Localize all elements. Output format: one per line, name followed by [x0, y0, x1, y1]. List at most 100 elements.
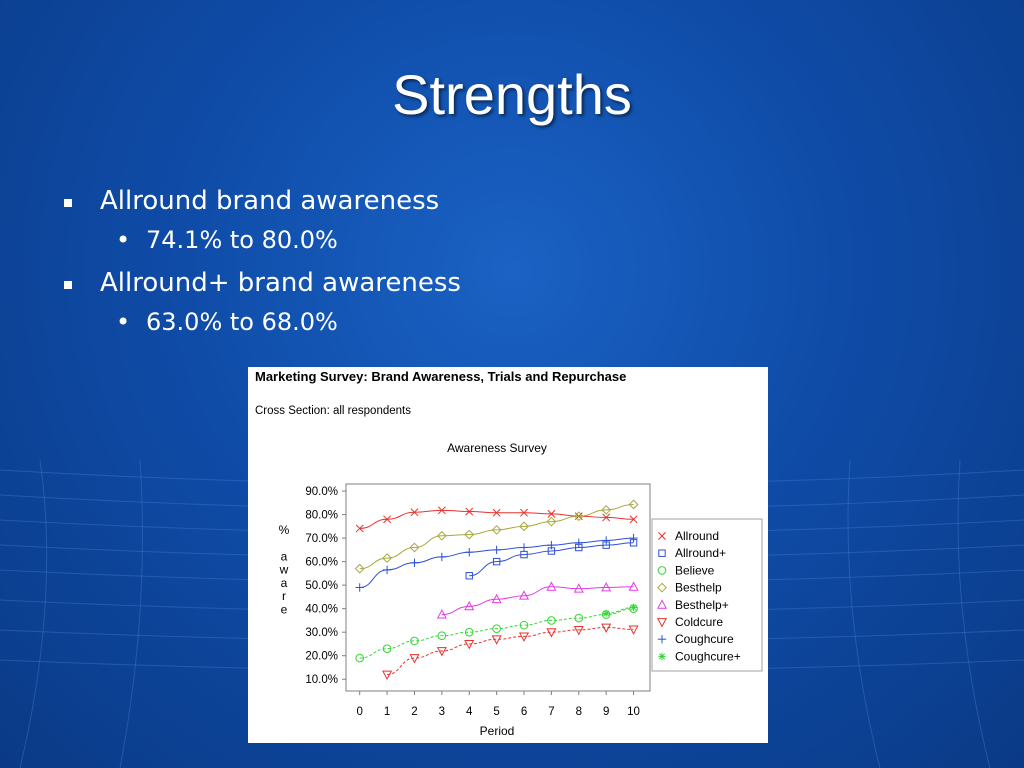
data-point	[492, 557, 501, 566]
bullet-text: Allround+ brand awareness	[100, 268, 461, 298]
y-axis-label: %aware	[279, 523, 290, 617]
data-point	[491, 593, 502, 604]
series-coughcure-plus	[602, 603, 638, 617]
data-point	[518, 632, 530, 642]
x-tick-label: 10	[627, 706, 640, 718]
data-point	[437, 506, 446, 515]
data-point	[629, 515, 638, 524]
y-axis-label-char: r	[282, 589, 286, 603]
series-layer	[354, 499, 639, 680]
y-tick-label: 60.0%	[305, 557, 338, 569]
data-point	[382, 670, 393, 680]
series-line	[359, 503, 634, 570]
data-point	[546, 516, 557, 527]
data-point	[464, 529, 475, 540]
data-point	[492, 624, 501, 633]
data-point	[602, 609, 610, 617]
data-point	[382, 553, 392, 564]
square-bullet-icon	[64, 199, 72, 207]
series-line	[441, 586, 634, 616]
x-tick-label: 2	[411, 706, 417, 718]
chart-panel: Marketing Survey: Brand Awareness, Trial…	[248, 367, 768, 743]
series-coldcure	[382, 623, 639, 680]
legend-item: Coughcure+	[658, 649, 741, 663]
data-point	[518, 590, 530, 600]
y-axis-label-char: %	[279, 523, 290, 537]
panel-heading: Marketing Survey: Brand Awareness, Trial…	[255, 369, 626, 384]
x-tick-label: 7	[548, 706, 554, 718]
data-point	[410, 636, 419, 646]
legend-marker	[656, 618, 668, 628]
x-tick-label: 5	[493, 706, 499, 718]
data-point	[546, 581, 557, 591]
round-bullet-icon: •	[116, 226, 131, 254]
data-point	[437, 631, 447, 641]
data-point	[601, 582, 612, 592]
series-allround	[355, 506, 638, 533]
series-besthelp-plus	[436, 581, 639, 619]
x-tick-label: 9	[603, 706, 609, 718]
panel-subheading: Cross Section: all respondents	[255, 405, 411, 417]
x-tick-label: 6	[521, 706, 527, 718]
legend-marker	[658, 532, 666, 540]
data-point	[601, 536, 611, 545]
data-point	[573, 583, 584, 593]
data-point	[465, 507, 474, 516]
data-point	[628, 499, 639, 510]
legend-marker	[658, 549, 666, 557]
data-point	[547, 540, 556, 550]
data-point	[382, 565, 392, 575]
data-point	[519, 521, 529, 532]
data-point	[547, 616, 556, 625]
legend-label: Coughcure+	[675, 649, 741, 663]
data-point	[574, 613, 584, 623]
data-point	[437, 552, 447, 562]
bullet-item: Allround brand awareness	[60, 186, 461, 226]
legend-item: Believe	[657, 563, 715, 577]
data-point	[628, 581, 639, 591]
data-point	[409, 654, 420, 664]
plot-area	[345, 483, 651, 692]
sub-bullet-item: • 63.0% to 68.0%	[60, 308, 461, 350]
data-point	[355, 653, 364, 663]
data-point	[491, 524, 502, 535]
x-axis-label: Period	[480, 724, 515, 738]
legend-marker	[657, 635, 667, 644]
x-tick-label: 8	[576, 706, 582, 718]
data-point	[520, 508, 528, 517]
sub-bullet-item: • 74.1% to 80.0%	[60, 226, 461, 268]
data-point	[436, 530, 447, 541]
data-point	[409, 542, 420, 553]
data-point	[601, 504, 612, 515]
data-point	[628, 625, 639, 635]
data-point	[629, 533, 638, 543]
data-point	[491, 635, 502, 645]
series-believe	[355, 604, 638, 663]
legend-item: Coughcure	[657, 632, 734, 646]
legend: Allround Allround+ Believe Besthelp Besthelp…	[656, 529, 741, 663]
sub-bullet-text: 74.1% to 80.0%	[146, 226, 338, 254]
awareness-chart: Marketing Survey: Brand Awareness, Trial…	[255, 369, 763, 738]
y-tick-label: 10.0%	[305, 674, 338, 686]
data-point	[465, 572, 473, 580]
x-axis: 0 1 2 3 4 5 6 7 8 9 10	[356, 691, 640, 718]
x-tick-label: 4	[466, 706, 473, 718]
data-point	[436, 647, 447, 657]
bullet-text: Allround brand awareness	[100, 186, 440, 216]
x-tick-label: 1	[384, 706, 390, 718]
data-point	[519, 543, 529, 552]
legend-box	[651, 518, 763, 672]
y-tick-label: 90.0%	[305, 486, 338, 498]
series-line	[469, 542, 634, 577]
square-bullet-icon	[64, 281, 72, 289]
y-tick-label: 40.0%	[305, 604, 338, 616]
data-point	[601, 623, 612, 633]
bullet-item: Allround+ brand awareness	[60, 268, 461, 308]
data-point	[355, 524, 364, 533]
y-tick-label: 80.0%	[305, 510, 338, 522]
bullet-list: Allround brand awareness • 74.1% to 80.0…	[60, 186, 461, 350]
data-point	[464, 627, 474, 637]
data-point	[465, 548, 474, 557]
legend-item: Allround+	[658, 546, 726, 560]
legend-marker	[656, 599, 668, 609]
